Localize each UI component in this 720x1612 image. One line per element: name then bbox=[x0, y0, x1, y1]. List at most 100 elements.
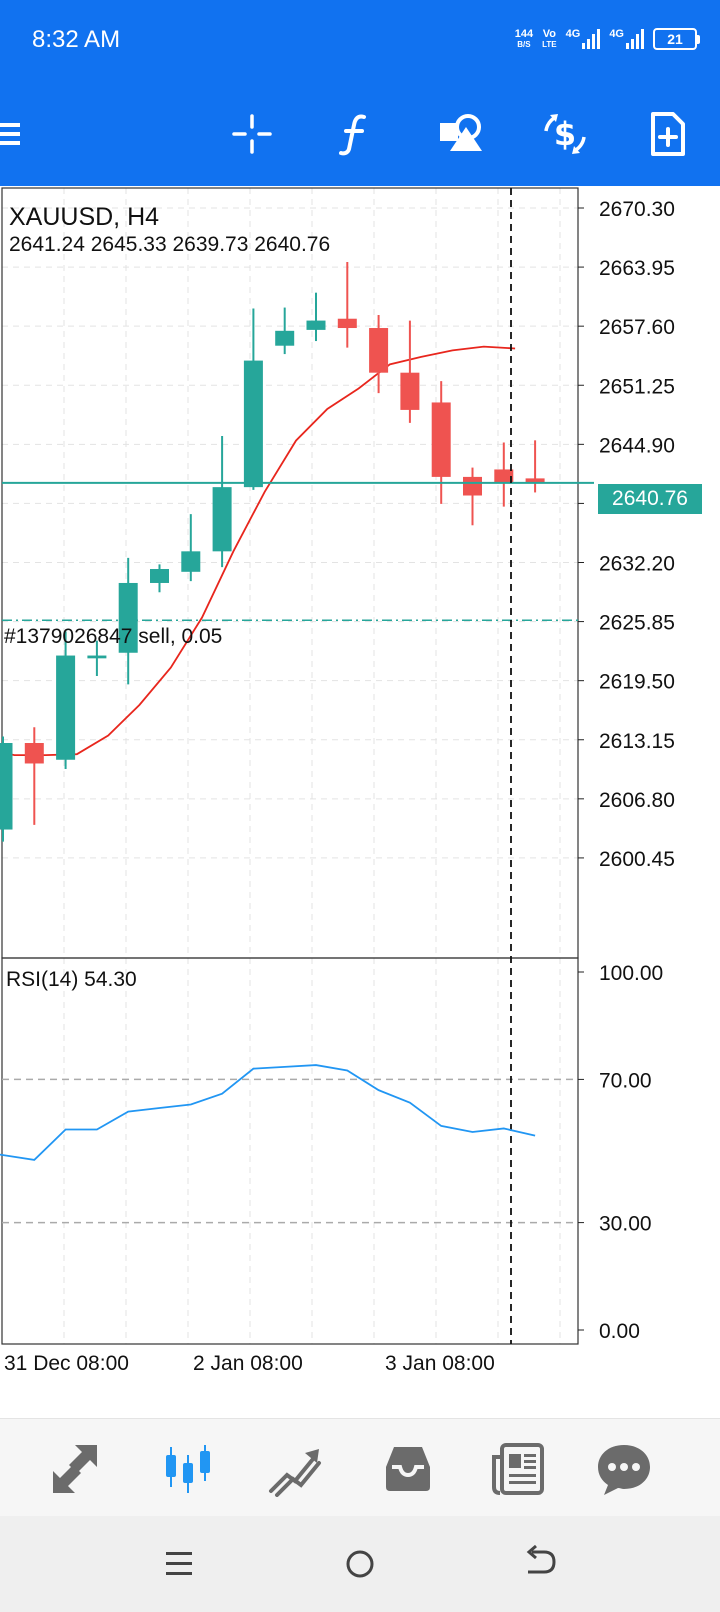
candle bbox=[337, 261, 357, 348]
chart-toolbar: $ bbox=[0, 82, 720, 186]
chart-frame bbox=[1, 187, 579, 1345]
rsi-tick-label: 100.00 bbox=[599, 962, 663, 985]
candle-body bbox=[431, 402, 451, 477]
rsi-label: RSI(14) 54.30 bbox=[6, 968, 137, 991]
volte-top: Vo bbox=[542, 28, 556, 40]
candle-body bbox=[181, 551, 201, 572]
volte-bottom: LTE bbox=[542, 40, 557, 49]
candle-body bbox=[212, 487, 232, 552]
price-tick-label: 2606.80 bbox=[599, 789, 675, 812]
price-tick-label: 2644.90 bbox=[599, 434, 675, 457]
price-tick-label: 2619.50 bbox=[599, 671, 675, 694]
candle bbox=[181, 514, 201, 582]
price-tick-label: 2657.60 bbox=[599, 316, 675, 339]
status-time: 8:32 AM bbox=[32, 26, 121, 53]
history-icon[interactable] bbox=[378, 1441, 438, 1497]
rsi-tick-label: 0.00 bbox=[599, 1320, 640, 1343]
back-icon[interactable] bbox=[518, 1544, 562, 1584]
candle-body bbox=[118, 582, 138, 653]
price-tick-label: 2600.45 bbox=[599, 848, 675, 871]
net-speed-value: 144 bbox=[514, 28, 534, 40]
candle-body bbox=[24, 743, 44, 764]
candle-body bbox=[150, 569, 169, 583]
function-icon[interactable] bbox=[330, 109, 380, 159]
chart-overlay bbox=[2, 188, 594, 1344]
candle-body bbox=[494, 469, 514, 484]
candle bbox=[0, 736, 13, 842]
candle bbox=[150, 564, 169, 593]
rsi-tick-label: 70.00 bbox=[599, 1069, 652, 1092]
volte-icon: Vo LTE bbox=[542, 28, 557, 50]
candle bbox=[275, 307, 295, 355]
candle bbox=[400, 320, 420, 423]
candle bbox=[24, 727, 44, 825]
candle bbox=[118, 557, 138, 685]
battery-level: 21 bbox=[667, 30, 683, 47]
price-tick-label: 2663.95 bbox=[599, 257, 675, 280]
price-tick-label: 2625.85 bbox=[599, 612, 675, 635]
candle bbox=[494, 442, 514, 507]
status-indicators: 144 B/S Vo LTE 4G 4G 21 bbox=[515, 24, 700, 54]
time-label: 31 Dec 08:00 bbox=[4, 1352, 129, 1375]
price-tick-label: 2613.15 bbox=[599, 730, 675, 753]
price-tick-label: 2651.25 bbox=[599, 375, 675, 398]
trade-icon[interactable]: $ bbox=[540, 109, 590, 159]
current-price-tag: 2640.76 bbox=[598, 484, 702, 514]
candle-body bbox=[0, 743, 13, 830]
rsi-layer bbox=[0, 1064, 536, 1161]
price-tick-label: 2632.20 bbox=[599, 553, 675, 576]
candle bbox=[369, 315, 389, 394]
candle bbox=[87, 640, 107, 677]
chart-icon[interactable] bbox=[158, 1441, 218, 1497]
objects-icon[interactable] bbox=[436, 109, 486, 159]
menu-icon[interactable] bbox=[158, 1544, 202, 1584]
candle-body bbox=[306, 320, 326, 330]
sim2-signal-icon: 4G bbox=[609, 29, 644, 49]
time-label: 3 Jan 08:00 bbox=[385, 1352, 495, 1375]
chart-grid bbox=[2, 188, 578, 1344]
price-chart[interactable]: 2670.302663.952657.602651.252644.902638.… bbox=[0, 186, 720, 1418]
chart-area[interactable]: 2670.302663.952657.602651.252644.902638.… bbox=[0, 186, 720, 1418]
candle bbox=[56, 631, 76, 770]
battery-icon: 21 bbox=[653, 28, 700, 50]
candle bbox=[463, 467, 482, 526]
bottom-navigation bbox=[0, 1418, 720, 1516]
sim2-label: 4G bbox=[609, 28, 624, 40]
sim1-signal-icon: 4G bbox=[566, 29, 601, 49]
time-label: 2 Jan 08:00 bbox=[193, 1352, 303, 1375]
trade-tab-icon[interactable] bbox=[265, 1441, 325, 1497]
rsi-grid bbox=[2, 1078, 578, 1224]
candle bbox=[212, 435, 232, 568]
system-navigation bbox=[0, 1516, 720, 1612]
candle-body bbox=[525, 478, 545, 483]
news-icon[interactable] bbox=[488, 1441, 548, 1497]
price-pane-frame bbox=[1, 187, 579, 959]
candle-body bbox=[400, 372, 420, 410]
net-speed-unit: B/S bbox=[517, 40, 531, 49]
candle-body bbox=[243, 360, 263, 488]
net-speed: 144 B/S bbox=[514, 28, 534, 50]
rsi-tick-label: 30.00 bbox=[599, 1213, 652, 1236]
candle-body bbox=[369, 328, 389, 373]
candle-body bbox=[275, 330, 295, 346]
candle bbox=[525, 440, 545, 493]
candle-body bbox=[337, 318, 357, 329]
home-icon[interactable] bbox=[338, 1544, 382, 1584]
quotes-icon[interactable] bbox=[45, 1441, 105, 1497]
ohlc-values: 2641.24 2645.33 2639.73 2640.76 bbox=[9, 233, 331, 256]
candle-body bbox=[56, 655, 76, 760]
order-label[interactable]: #1379026847 sell, 0.05 bbox=[4, 625, 223, 648]
menu-icon[interactable] bbox=[0, 109, 34, 159]
symbol-label: XAUUSD, H4 bbox=[9, 203, 160, 231]
candle-body bbox=[463, 476, 482, 496]
messages-icon[interactable] bbox=[594, 1441, 654, 1497]
rsi-pane-frame bbox=[1, 957, 579, 1345]
crosshair-icon[interactable] bbox=[227, 109, 277, 159]
candle bbox=[306, 292, 326, 342]
sim1-label: 4G bbox=[565, 28, 581, 40]
price-tick-label: 2670.30 bbox=[599, 198, 675, 221]
candle bbox=[431, 381, 451, 504]
svg-text:$: $ bbox=[554, 115, 576, 153]
status-bar: 8:32 AM 144 B/S Vo LTE 4G 4G 21 bbox=[0, 0, 720, 82]
new-chart-icon[interactable] bbox=[643, 109, 693, 159]
